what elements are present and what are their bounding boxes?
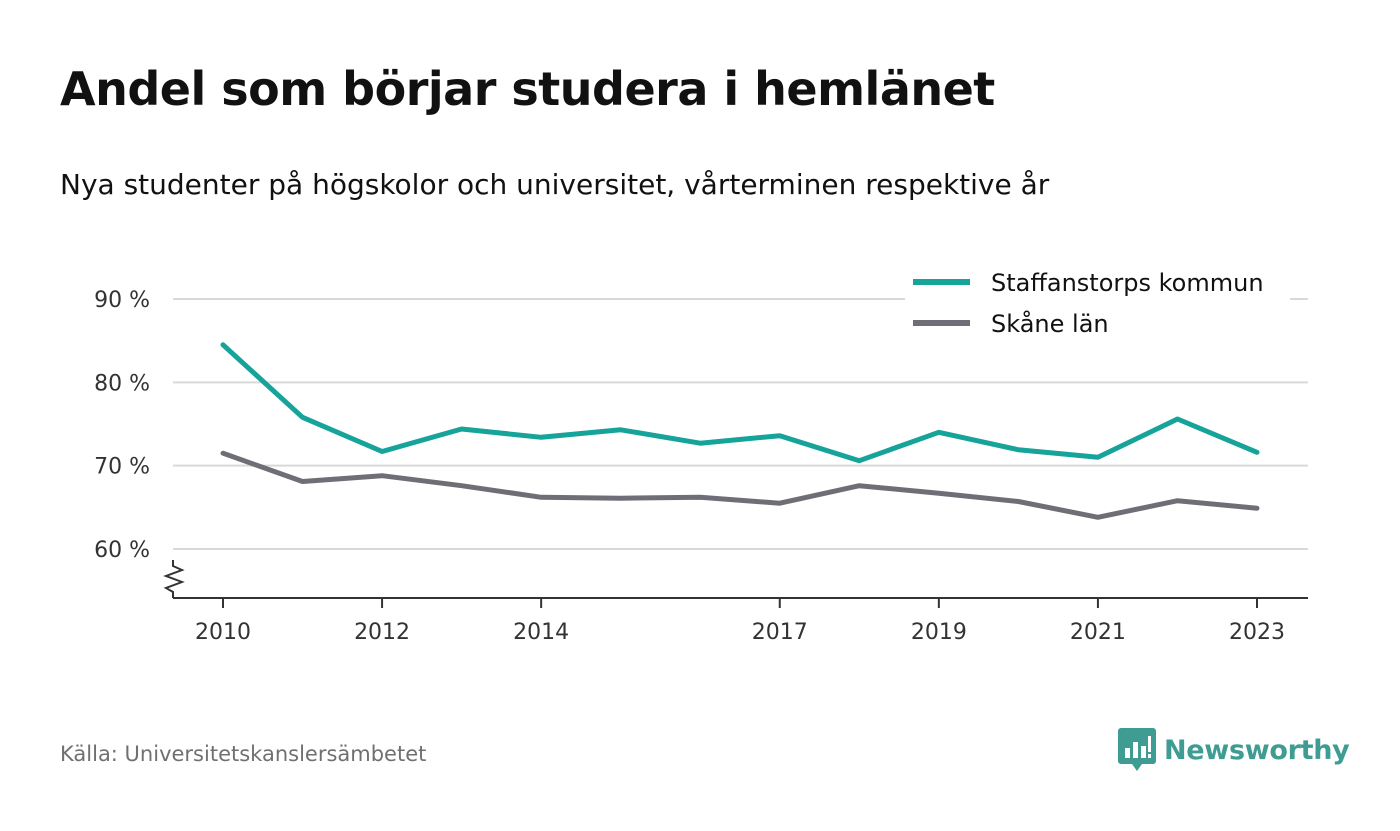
y-tick-label: 90 % — [94, 288, 150, 313]
legend-background — [905, 262, 1290, 344]
x-axis: 2010 2012 2014 2017 2019 2021 2023 — [163, 560, 1308, 645]
x-tick-label: 2010 — [195, 620, 251, 645]
y-tick-label: 80 % — [94, 371, 150, 396]
newsworthy-logo-icon — [1118, 728, 1156, 771]
y-axis: 60 % 70 % 80 % 90 % — [94, 288, 150, 563]
chart-subtitle: Nya studenter på högskolor och universit… — [60, 168, 1050, 201]
x-tick-label: 2017 — [752, 620, 808, 645]
legend-label-staffanstorp: Staffanstorps kommun — [991, 269, 1264, 297]
y-tick-label: 70 % — [94, 455, 150, 480]
legend-item-staffanstorp: Staffanstorps kommun — [913, 269, 1264, 297]
axis-break-icon — [163, 560, 185, 598]
x-tick-label: 2014 — [513, 620, 569, 645]
series-line-skane — [220, 450, 1260, 520]
line-chart: 60 % 70 % 80 % 90 % 2010 2012 2014 2017 2019 202… — [94, 262, 1308, 645]
y-tick-label: 60 % — [94, 538, 150, 563]
x-tick-label: 2021 — [1070, 620, 1126, 645]
brand-logo: Newsworthy — [1118, 728, 1350, 772]
chart-title: Andel som börjar studera i hemlänet — [60, 62, 995, 116]
source-note: Källa: Universitetskanslersämbetet — [60, 742, 427, 766]
brand-name: Newsworthy — [1164, 734, 1350, 766]
x-tick-label: 2019 — [911, 620, 967, 645]
legend-label-skane: Skåne län — [991, 309, 1109, 338]
x-tick-label: 2023 — [1229, 620, 1285, 645]
series-line-staffanstorp — [220, 342, 1260, 464]
legend: Staffanstorps kommun Skåne län — [905, 262, 1290, 344]
series-lines — [220, 342, 1260, 520]
x-tick-label: 2012 — [354, 620, 410, 645]
legend-item-skane: Skåne län — [913, 309, 1109, 338]
